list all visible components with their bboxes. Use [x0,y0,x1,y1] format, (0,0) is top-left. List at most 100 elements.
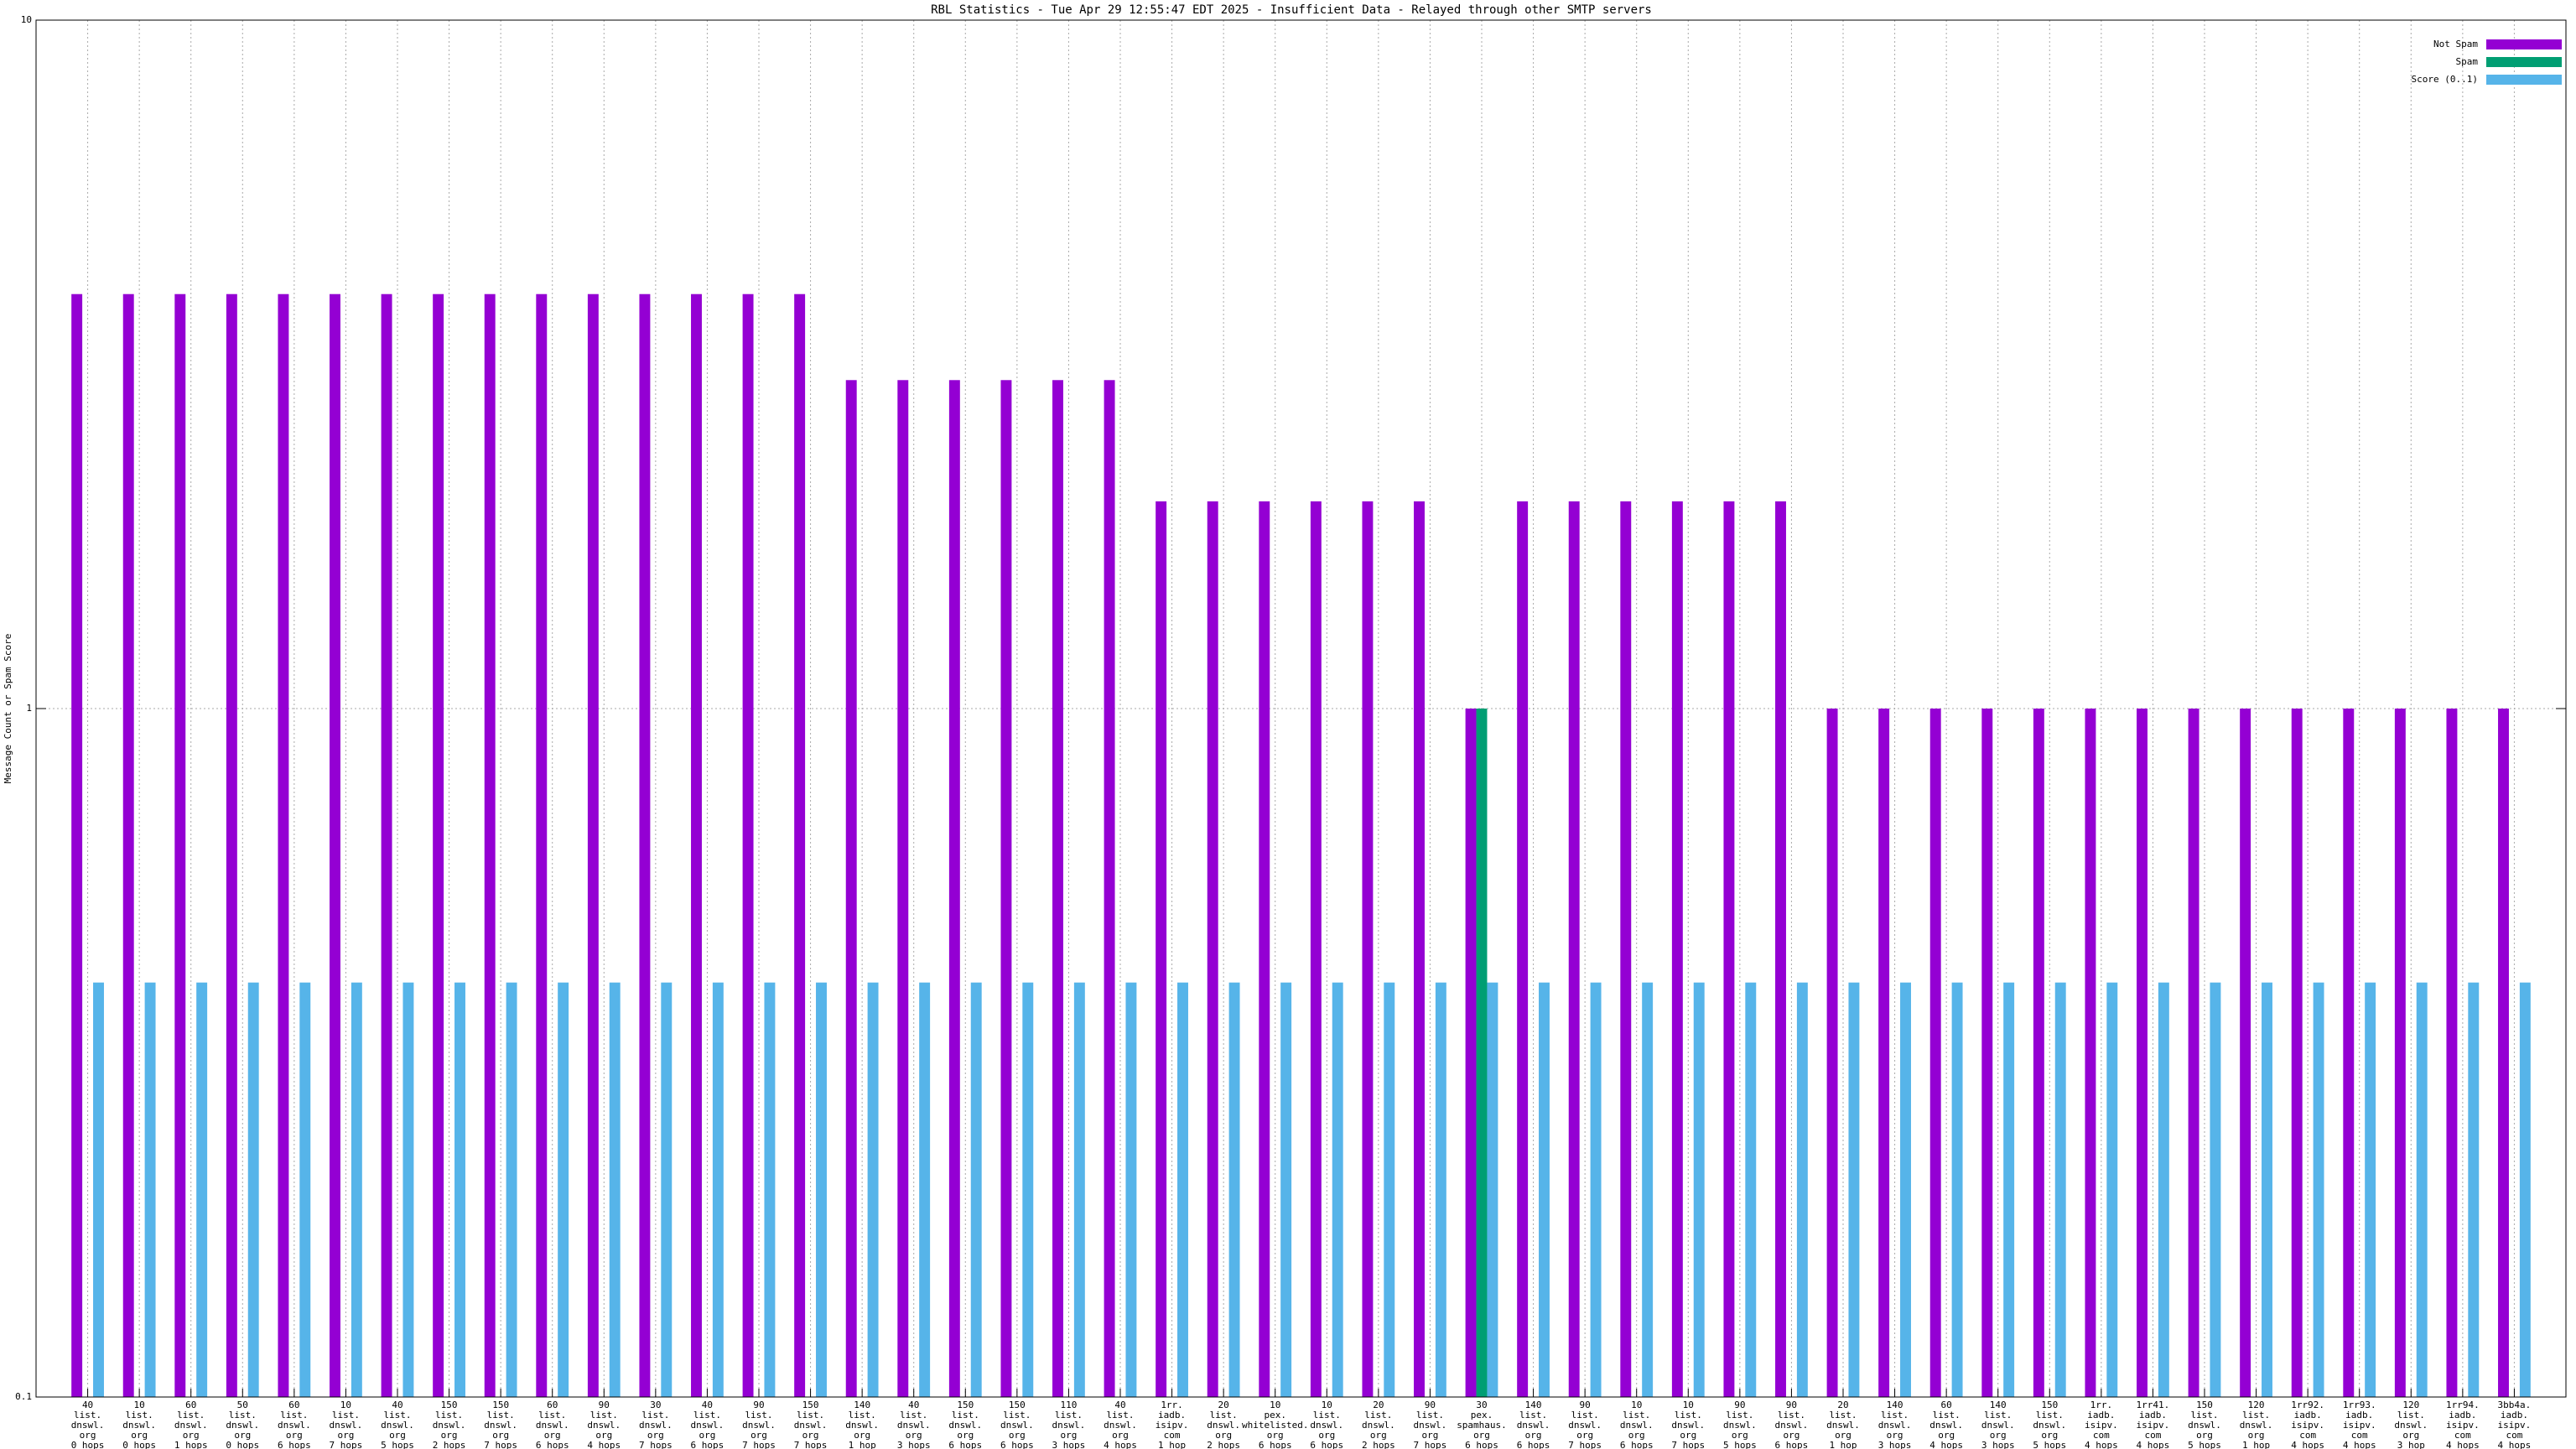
x-tick-label: org [1112,1430,1129,1441]
bar [2210,982,2221,1397]
bar [2085,709,2096,1397]
x-tick-label: list. [693,1410,721,1420]
x-tick-label: 150 [492,1400,509,1410]
x-tick-label: org [957,1430,974,1441]
x-tick-label: iadb. [2501,1410,2528,1420]
x-tick-label: 1 hop [849,1440,876,1449]
x-tick-label: list. [1623,1410,1650,1420]
bar [558,982,569,1397]
x-tick-label: 7 hops [742,1440,776,1449]
x-tick-label: 40 [1114,1400,1125,1410]
x-tick-label: 90 [1786,1400,1797,1410]
bar [484,293,496,1397]
x-tick-label: 90 [1425,1400,1436,1410]
x-tick-label: 7 hops [1414,1440,1447,1449]
x-tick-label: 50 [237,1400,248,1410]
x-tick-label: list. [797,1410,824,1420]
x-tick-label: 140 [854,1400,870,1410]
x-tick-label: org [1060,1430,1077,1441]
bar [2365,982,2376,1397]
x-tick-label: 40 [82,1400,93,1410]
x-tick-label: list. [1106,1410,1134,1420]
x-tick-label: com [2454,1430,2471,1441]
bar [1435,982,1446,1397]
x-tick-label: com [2093,1430,2110,1441]
bar [1878,709,1890,1397]
x-tick-label: dnswl. [278,1420,311,1431]
x-tick-label: 7 hops [330,1440,363,1449]
plot-border [35,19,2567,1398]
x-tick-label: dnswl. [1568,1420,1602,1431]
x-tick-label: org [1938,1430,1955,1441]
x-tick-label: list. [590,1410,618,1420]
bar [1384,982,1395,1397]
x-tick-label: 30 [650,1400,661,1410]
x-tick-label: org [906,1430,922,1441]
x-tick-label: dnswl. [2033,1420,2066,1431]
x-tick-label: list. [1210,1410,1238,1420]
bar [867,982,879,1397]
y-axis-label: Message Count or Spam Score [3,634,13,784]
x-tick-label: list. [1881,1410,1909,1420]
x-tick-label: pex. [1264,1410,1286,1420]
legend-label: Score (0..1) [2412,74,2478,85]
x-tick-label: org [1835,1430,1852,1441]
x-tick-label: isipv. [2137,1420,2170,1431]
x-tick-label: 10 [1270,1400,1280,1410]
x-tick-label: iadb. [2139,1410,2167,1420]
x-tick-label: 60 [547,1400,558,1410]
x-tick-label: iadb. [2087,1410,2115,1420]
x-tick-label: 5 hops [2188,1440,2221,1449]
x-tick-label: list. [74,1410,101,1420]
x-tick-label: 6 hops [1775,1440,1809,1449]
x-tick-label: dnswl. [1671,1420,1705,1431]
x-tick-label: list. [1055,1410,1083,1420]
x-tick-label: org [286,1430,303,1441]
bar [1125,982,1137,1397]
bar [2446,709,2458,1397]
legend-swatch [2486,39,2562,49]
x-tick-label: dnswl. [484,1420,517,1431]
x-tick-label: org [2196,1430,2213,1441]
x-tick-label: 5 hops [2033,1440,2066,1449]
x-tick-label: 150 [2196,1400,2213,1410]
x-tick-label: list. [435,1410,463,1420]
bar [2291,709,2303,1397]
x-tick-label: 1rr94. [2446,1400,2480,1410]
x-tick-label: dnswl. [2188,1420,2221,1431]
x-tick-label: dnswl. [174,1420,208,1431]
bar [2262,982,2272,1397]
x-tick-label: 60 [288,1400,299,1410]
x-tick-label: dnswl. [1104,1420,1137,1431]
x-tick-label: dnswl. [1517,1420,1550,1431]
bar [1177,982,1188,1397]
x-tick-label: dnswl. [897,1420,931,1431]
bar [196,982,208,1397]
x-tick-label: dnswl. [1981,1420,2015,1431]
bar [845,380,857,1397]
x-tick-label: 20 [1373,1400,1384,1410]
x-tick-label: 1 hop [1829,1440,1857,1449]
bar [2033,709,2044,1397]
x-tick-label: 6 hops [1517,1440,1550,1449]
x-tick-label: 5 hops [1723,1440,1757,1449]
x-tick-label: list. [229,1410,257,1420]
bar [1156,501,1167,1397]
x-tick-label: 1rr93. [2343,1400,2376,1410]
x-tick-label: 4 hops [2137,1440,2170,1449]
bar [226,293,237,1397]
bar [794,293,806,1397]
bar [587,293,599,1397]
x-tick-label: org [1576,1430,1593,1441]
bar [2188,709,2199,1397]
x-tick-label: isipv. [2498,1420,2532,1431]
x-tick-label: dnswl. [587,1420,621,1431]
x-tick-label: 60 [1941,1400,1952,1410]
x-tick-label: 1rr92. [2291,1400,2324,1410]
y-tick-label: 1 [26,703,32,714]
y-tick-label: 0.1 [15,1391,32,1402]
bar [1539,982,1550,1397]
bar [1900,982,1911,1397]
bar [1022,982,1034,1397]
